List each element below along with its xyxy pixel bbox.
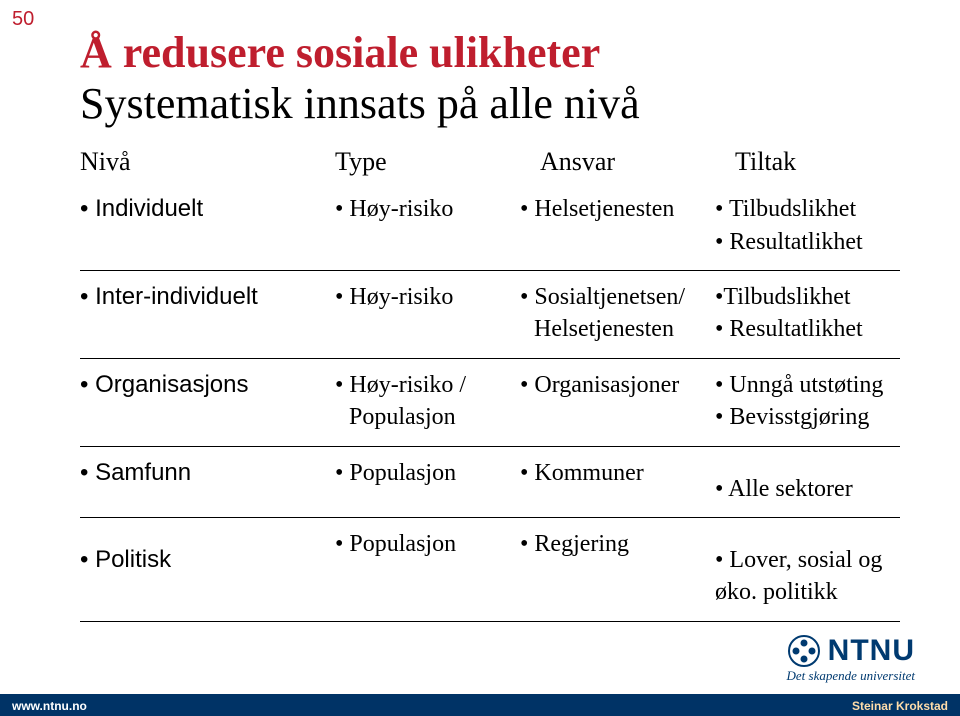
logo-row: NTNU: [786, 634, 915, 668]
slide-content: Å redusere sosiale ulikheter Systematisk…: [0, 0, 960, 622]
cell-type: • Høy-risiko: [335, 193, 520, 225]
type-main: • Høy-risiko /: [335, 372, 466, 398]
cell-type: • Populasjon: [335, 457, 520, 489]
cell-type: • Høy-risiko: [335, 281, 520, 313]
page-number: 50: [12, 8, 34, 31]
table-row: • Individuelt • Høy-risiko • Helsetjenes…: [80, 183, 900, 271]
table-row: • Inter-individuelt • Høy-risiko • Sosia…: [80, 271, 900, 359]
cell-ansvar: • Organisasjoner: [520, 369, 715, 401]
header-niva: Nivå: [80, 147, 335, 177]
table-row: • Samfunn • Populasjon • Kommuner • Alle…: [80, 447, 900, 518]
cell-niva: • Politisk: [80, 528, 335, 576]
cell-tiltak: • Unngå utstøting • Bevisstgjøring: [715, 369, 900, 434]
cell-tiltak: • Lover, sosial og øko. politikk: [715, 528, 900, 609]
cell-type: • Høy-risiko / Populasjon: [335, 369, 520, 434]
footer-url: www.ntnu.no: [12, 699, 87, 713]
header-ansvar: Ansvar: [520, 147, 715, 177]
type-sub: Populasjon: [335, 401, 520, 433]
table-header-row: Nivå Type Ansvar Tiltak: [80, 147, 900, 177]
title-line1: Å redusere sosiale ulikheter: [80, 28, 900, 79]
cell-niva: • Inter-individuelt: [80, 281, 335, 313]
cell-niva: • Samfunn: [80, 457, 335, 489]
ansvar-sub: Helsetjenesten: [520, 313, 715, 345]
cell-niva: • Individuelt: [80, 193, 335, 225]
title-line2: Systematisk innsats på alle nivå: [80, 79, 900, 130]
footer-author: Steinar Krokstad: [852, 699, 948, 713]
logo-tagline: Det skapende universitet: [786, 668, 915, 684]
ansvar-main: • Sosialtjenetsen/: [520, 284, 685, 310]
logo-text: NTNU: [828, 634, 915, 668]
footer-bar: [0, 694, 960, 716]
header-type: Type: [335, 147, 520, 177]
table-row: • Organisasjons • Høy-risiko / Populasjo…: [80, 359, 900, 447]
cell-ansvar: • Regjering: [520, 528, 715, 560]
table-row: • Politisk • Populasjon • Regjering • Lo…: [80, 518, 900, 622]
cell-ansvar: • Helsetjenesten: [520, 193, 715, 225]
cell-niva: • Organisasjons: [80, 369, 335, 401]
cell-tiltak: • Tilbudslikhet • Resultatlikhet: [715, 193, 900, 258]
cell-tiltak: • Alle sektorer: [715, 457, 900, 505]
header-tiltak: Tiltak: [715, 147, 900, 177]
cell-ansvar: • Kommuner: [520, 457, 715, 489]
cell-ansvar: • Sosialtjenetsen/ Helsetjenesten: [520, 281, 715, 346]
ntnu-emblem-icon: [788, 635, 820, 667]
cell-tiltak: •Tilbudslikhet • Resultatlikhet: [715, 281, 900, 346]
cell-type: • Populasjon: [335, 528, 520, 560]
logo-block: NTNU Det skapende universitet: [786, 634, 915, 684]
